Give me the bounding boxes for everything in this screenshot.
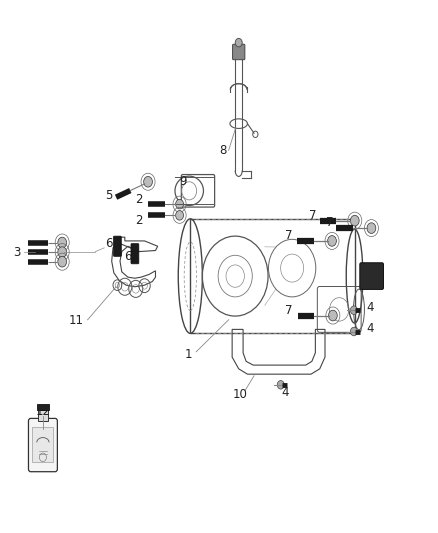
Text: 2: 2 xyxy=(135,214,143,227)
Text: 2: 2 xyxy=(135,193,143,206)
FancyBboxPatch shape xyxy=(113,236,121,256)
Text: 6: 6 xyxy=(124,251,132,263)
Text: 10: 10 xyxy=(233,388,247,401)
Text: 4: 4 xyxy=(282,386,290,399)
Circle shape xyxy=(176,211,184,220)
FancyBboxPatch shape xyxy=(233,44,245,60)
FancyBboxPatch shape xyxy=(28,418,57,472)
Text: 1: 1 xyxy=(184,348,192,361)
Circle shape xyxy=(367,223,376,233)
Text: 4: 4 xyxy=(366,322,374,335)
Circle shape xyxy=(350,327,357,336)
Circle shape xyxy=(328,310,337,321)
Bar xyxy=(32,427,53,462)
Text: 8: 8 xyxy=(219,144,226,157)
Text: 4: 4 xyxy=(366,301,374,313)
Text: 5: 5 xyxy=(105,189,112,201)
Text: 7: 7 xyxy=(285,304,293,317)
Circle shape xyxy=(58,237,67,248)
Text: 7: 7 xyxy=(325,216,333,229)
Circle shape xyxy=(235,38,242,47)
Text: 3: 3 xyxy=(13,246,20,259)
Circle shape xyxy=(328,236,336,246)
Circle shape xyxy=(144,176,152,187)
Text: 9: 9 xyxy=(179,175,187,188)
FancyBboxPatch shape xyxy=(131,244,139,264)
Text: 11: 11 xyxy=(69,314,84,327)
Circle shape xyxy=(277,381,284,389)
Text: 7: 7 xyxy=(285,229,293,242)
Circle shape xyxy=(350,306,357,314)
Circle shape xyxy=(58,256,67,267)
Text: 7: 7 xyxy=(309,209,317,222)
Text: 12: 12 xyxy=(35,405,50,418)
Bar xyxy=(38,410,48,421)
Text: 6: 6 xyxy=(105,237,113,249)
Circle shape xyxy=(350,215,359,226)
Circle shape xyxy=(58,247,67,257)
Bar xyxy=(37,404,49,410)
FancyBboxPatch shape xyxy=(360,263,384,289)
Circle shape xyxy=(176,199,184,209)
